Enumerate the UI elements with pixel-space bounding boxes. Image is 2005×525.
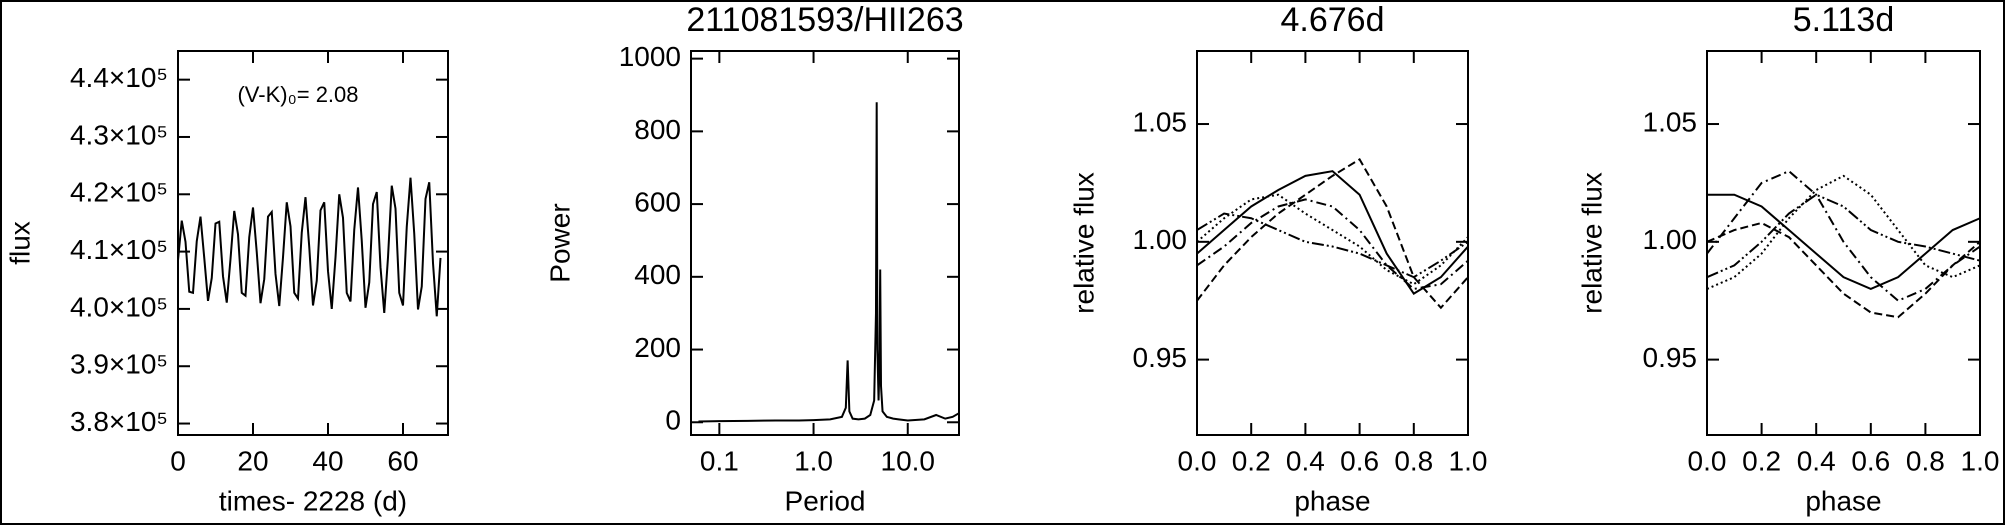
y-axis-label: flux: [4, 221, 35, 265]
y-tick-label: 3.9×10⁵: [70, 349, 168, 380]
x-tick-label: 0: [170, 445, 186, 476]
x-tick-label: 0.8: [1906, 445, 1945, 476]
y-tick-label: 4.2×10⁵: [70, 177, 168, 208]
x-tick-label: 0.2: [1742, 445, 1781, 476]
y-tick-label: 800: [634, 114, 681, 145]
y-tick-label: 0.95: [1133, 342, 1188, 373]
y-axis-label: relative flux: [1068, 172, 1099, 314]
x-tick-label: 0.2: [1232, 445, 1271, 476]
x-tick-label: 0.4: [1286, 445, 1325, 476]
y-axis-label: relative flux: [1576, 172, 1607, 314]
y-tick-label: 4.3×10⁵: [70, 119, 168, 150]
y-tick-label: 200: [634, 332, 681, 363]
y-axis-label: Power: [544, 203, 575, 282]
y-tick-label: 0: [665, 405, 681, 436]
y-tick-label: 400: [634, 259, 681, 290]
x-tick-label: 1.0: [1449, 445, 1488, 476]
x-tick-label: 0.8: [1394, 445, 1433, 476]
y-tick-label: 1.00: [1133, 224, 1188, 255]
x-tick-label: 40: [312, 445, 343, 476]
x-tick-label: 60: [387, 445, 418, 476]
x-axis-label: times- 2228 (d): [219, 485, 407, 516]
data-line: [177, 177, 442, 317]
data-line: [1706, 221, 1981, 319]
y-tick-label: 1.05: [1643, 106, 1698, 137]
y-tick-label: 4.4×10⁵: [70, 62, 168, 93]
x-tick-label: 0.0: [1178, 445, 1217, 476]
y-tick-label: 3.8×10⁵: [70, 406, 168, 437]
x-tick-label: 0.4: [1797, 445, 1836, 476]
y-tick-label: 1.00: [1643, 224, 1698, 255]
x-tick-label: 10.0: [881, 445, 936, 476]
data-line: [1706, 193, 1981, 279]
chart-title: 211081593/HII263: [686, 1, 963, 39]
data-line: [1706, 174, 1981, 290]
x-tick-label: 1.0: [794, 445, 833, 476]
x-tick-label: 0.0: [1688, 445, 1727, 476]
y-tick-label: 0.95: [1643, 342, 1698, 373]
plot-frame: [1196, 50, 1469, 436]
data-line: [1196, 157, 1469, 310]
y-tick-label: 600: [634, 186, 681, 217]
plot-frame: [177, 50, 449, 436]
data-line: [1196, 212, 1469, 279]
y-tick-label: 4.0×10⁵: [70, 291, 168, 322]
data-line: [1707, 193, 1981, 291]
x-axis-label: phase: [1294, 485, 1370, 516]
plot-frame: [690, 50, 960, 436]
x-tick-label: 0.6: [1851, 445, 1890, 476]
y-tick-label: 4.1×10⁵: [70, 234, 168, 265]
annotation: (V-K)₀= 2.08: [237, 82, 358, 107]
x-axis-label: phase: [1805, 485, 1881, 516]
data-line: [1706, 169, 1981, 302]
chart-title: 5.113d: [1793, 1, 1894, 39]
y-tick-label: 1000: [619, 41, 681, 72]
data-line: [1196, 193, 1469, 286]
chart-title: 4.676d: [1281, 1, 1385, 39]
x-tick-label: 0.1: [700, 445, 739, 476]
x-tick-label: 0.6: [1340, 445, 1379, 476]
x-tick-label: 1.0: [1961, 445, 2000, 476]
data-line: [698, 102, 960, 423]
x-axis-label: Period: [785, 485, 866, 516]
x-tick-label: 20: [237, 445, 268, 476]
y-tick-label: 1.05: [1133, 106, 1188, 137]
